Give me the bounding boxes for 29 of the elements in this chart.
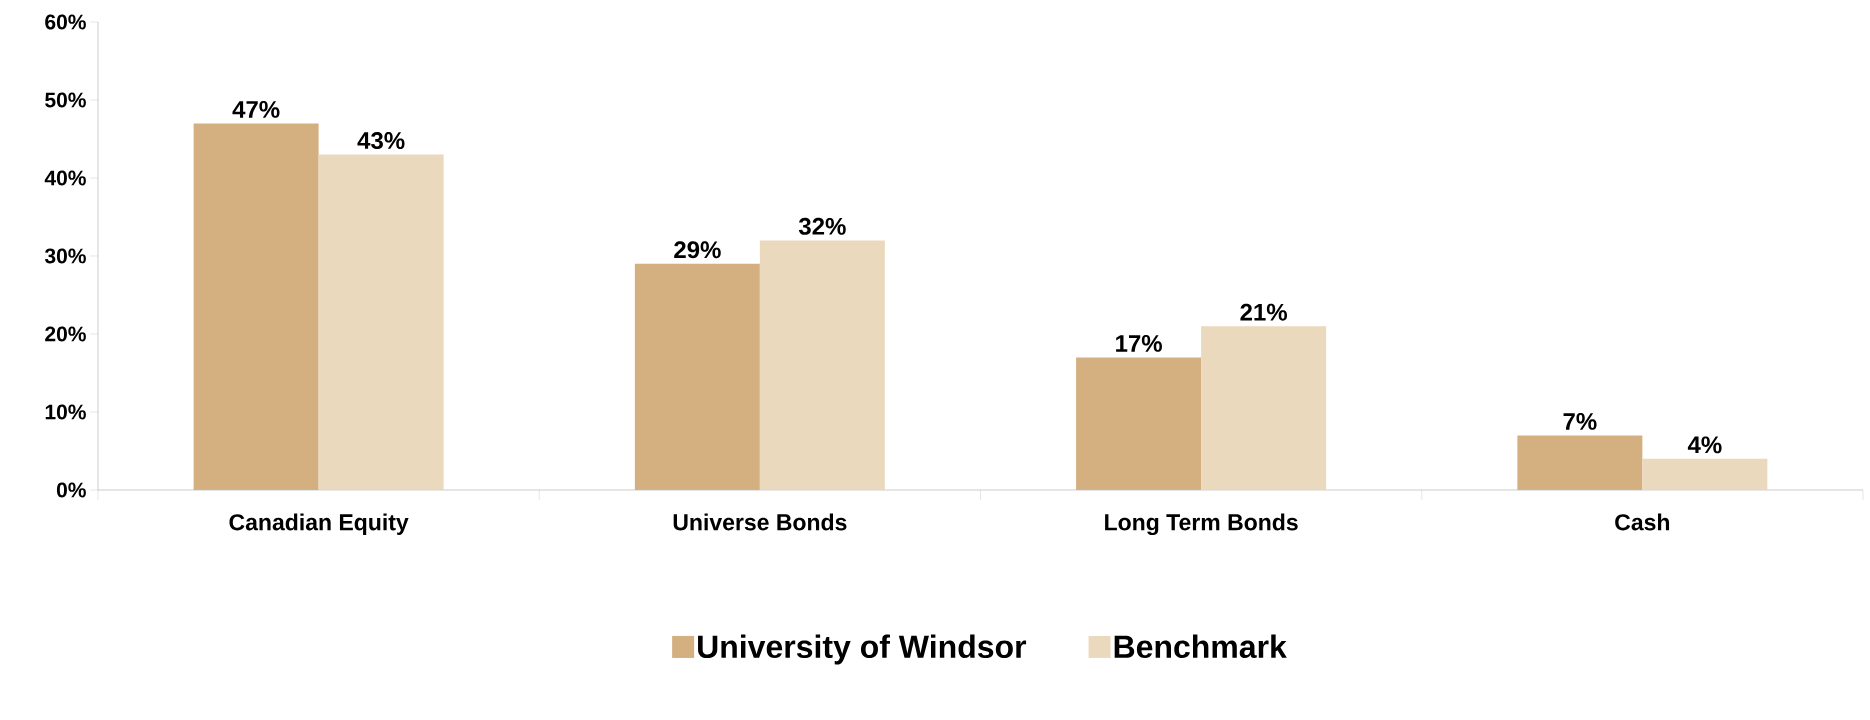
bar xyxy=(1201,326,1327,490)
x-tick-label: Cash xyxy=(1615,513,1670,531)
y-tick-label: 20% xyxy=(45,326,86,342)
x-tick-label: Canadian Equity xyxy=(229,513,409,535)
bar xyxy=(318,154,444,490)
bar xyxy=(759,240,885,490)
y-tick-label: 0% xyxy=(56,482,86,498)
data-label: 47% xyxy=(232,100,280,118)
data-label: 17% xyxy=(1116,334,1162,352)
legend-label: University of Windsor xyxy=(698,634,1027,665)
y-tick-label: 50% xyxy=(45,92,86,108)
data-label: 32% xyxy=(798,217,846,235)
data-label: 4% xyxy=(1687,436,1722,454)
bar xyxy=(193,123,319,490)
y-tick-label: 40% xyxy=(44,170,86,186)
y-tick-label: 10% xyxy=(45,404,86,420)
data-label: 7% xyxy=(1563,412,1597,430)
y-tick-label: 30% xyxy=(44,248,86,264)
x-tick-label: Universe Bonds xyxy=(673,513,847,531)
legend-label: Benchmark xyxy=(1114,634,1287,659)
data-label: 21% xyxy=(1240,303,1287,321)
bar xyxy=(1076,357,1202,490)
y-tick-label: 60% xyxy=(45,14,86,30)
x-tick-label: Long Term Bonds xyxy=(1105,513,1298,536)
data-label: 43% xyxy=(357,132,405,150)
data-label: 29% xyxy=(674,241,721,259)
bar xyxy=(1517,435,1643,490)
bar xyxy=(634,263,760,490)
bar xyxy=(1642,458,1768,490)
